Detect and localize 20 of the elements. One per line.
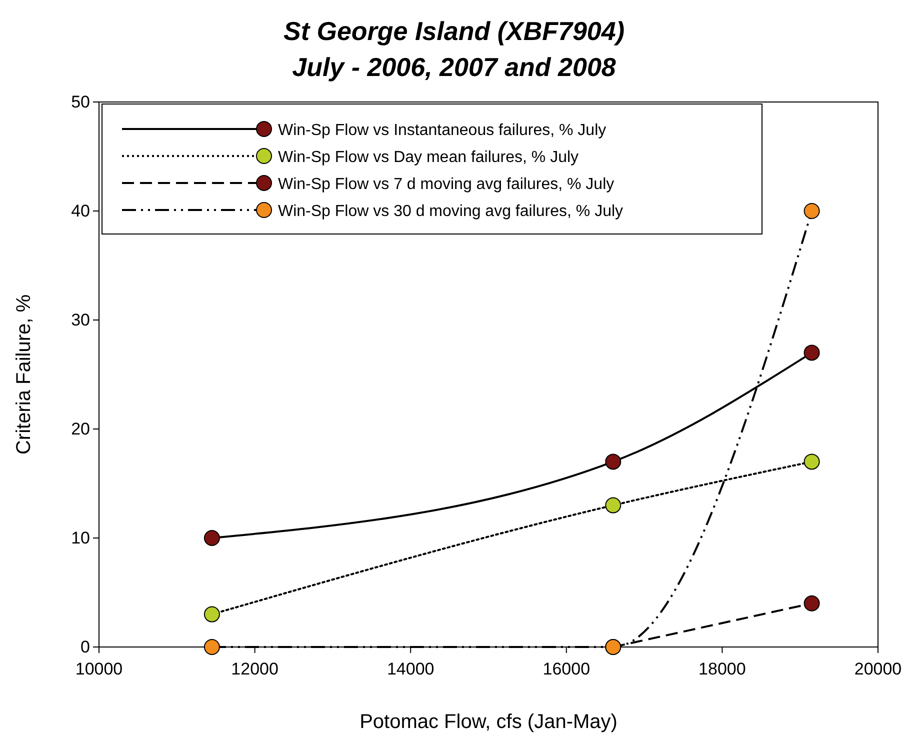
legend-label: Win-Sp Flow vs Instantaneous failures, % July xyxy=(278,122,606,139)
y-tick-label: 50 xyxy=(71,92,90,112)
chart-subtitle: July - 2006, 2007 and 2008 xyxy=(292,52,616,82)
x-tick-label: 18000 xyxy=(698,660,746,679)
x-tick-label: 10000 xyxy=(75,660,123,679)
legend-label: Win-Sp Flow vs Day mean failures, % July xyxy=(278,149,579,166)
y-tick-label: 30 xyxy=(71,310,90,330)
x-tick-label: 12000 xyxy=(231,660,278,679)
x-tick-label: 20000 xyxy=(854,660,902,679)
x-tick-label: 14000 xyxy=(386,660,434,679)
x-tick-label: 16000 xyxy=(542,660,590,679)
y-tick-label: 10 xyxy=(71,528,90,548)
legend-label: Win-Sp Flow vs 7 d moving avg failures, % July xyxy=(278,176,614,193)
y-axis-title: Criteria Failure, % xyxy=(13,294,35,455)
chart-title: St George Island (XBF7904) xyxy=(284,16,624,46)
y-tick-label: 40 xyxy=(71,201,90,220)
legend-label: Win-Sp Flow vs 30 d moving avg failures, % July xyxy=(278,203,624,220)
y-tick-label: 20 xyxy=(71,419,90,438)
x-axis-title: Potomac Flow, cfs (Jan-May) xyxy=(360,711,618,733)
y-tick-label: 0 xyxy=(80,637,90,656)
